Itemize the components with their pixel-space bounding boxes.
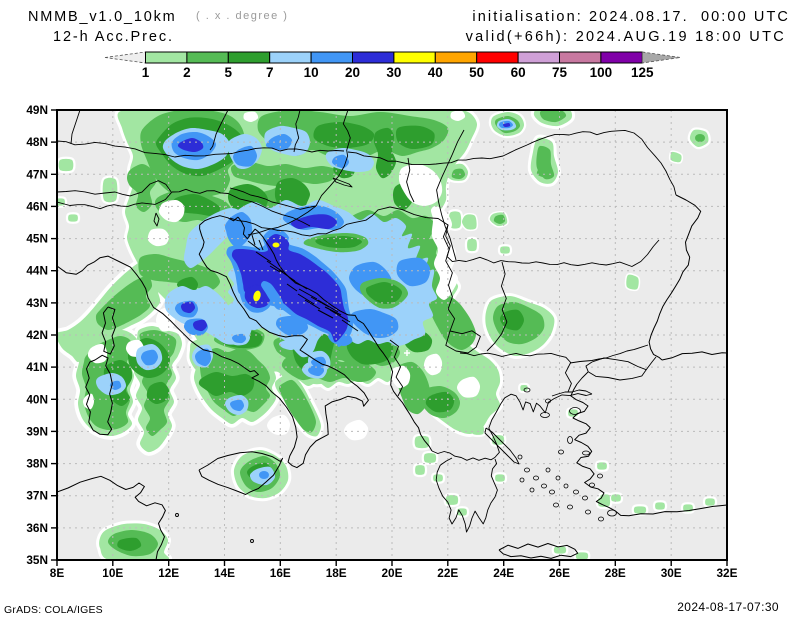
svg-text:10: 10 (304, 65, 319, 80)
svg-text:49N: 49N (26, 103, 48, 117)
svg-text:30: 30 (386, 65, 401, 80)
svg-text:46N: 46N (26, 199, 48, 213)
svg-text:32E: 32E (717, 566, 738, 580)
svg-text:16E: 16E (270, 566, 291, 580)
svg-text:44N: 44N (26, 264, 48, 278)
svg-text:48N: 48N (26, 135, 48, 149)
svg-text:22E: 22E (437, 566, 458, 580)
svg-text:50: 50 (469, 65, 484, 80)
svg-text:40: 40 (428, 65, 443, 80)
svg-text:24E: 24E (493, 566, 514, 580)
svg-text:26E: 26E (549, 566, 570, 580)
svg-text:8E: 8E (50, 566, 65, 580)
svg-text:28E: 28E (605, 566, 626, 580)
svg-text:39N: 39N (26, 424, 48, 438)
svg-text:NMMB_v1.0_10km: NMMB_v1.0_10km (28, 9, 177, 25)
svg-text:100: 100 (590, 65, 613, 80)
svg-text:125: 125 (631, 65, 654, 80)
svg-text:valid(+66h): 2024.AUG.19 18:00: valid(+66h): 2024.AUG.19 18:00 UTC (466, 29, 786, 45)
svg-text:36N: 36N (26, 521, 48, 535)
svg-text:GrADS: COLA/IGES: GrADS: COLA/IGES (4, 604, 103, 616)
svg-text:75: 75 (552, 65, 568, 80)
svg-text:10E: 10E (102, 566, 123, 580)
svg-text:5: 5 (225, 65, 233, 80)
svg-text:60: 60 (511, 65, 526, 80)
svg-text:initialisation: 2024.08.17. 0: initialisation: 2024.08.17. 00:00 UTC (472, 9, 790, 25)
svg-text:45N: 45N (26, 232, 48, 246)
svg-text:30E: 30E (661, 566, 682, 580)
svg-text:( . x . degree ): ( . x . degree ) (196, 10, 288, 22)
svg-text:20E: 20E (382, 566, 403, 580)
svg-text:20: 20 (345, 65, 360, 80)
svg-text:2024-08-17-07:30: 2024-08-17-07:30 (677, 600, 779, 614)
svg-text:7: 7 (266, 65, 274, 80)
svg-text:1: 1 (142, 65, 150, 80)
svg-text:12-h Acc.Prec.: 12-h Acc.Prec. (53, 29, 174, 45)
svg-text:42N: 42N (26, 328, 48, 342)
svg-text:37N: 37N (26, 489, 48, 503)
svg-text:12E: 12E (158, 566, 179, 580)
svg-text:43N: 43N (26, 296, 48, 310)
svg-text:2: 2 (183, 65, 191, 80)
svg-text:41N: 41N (26, 360, 48, 374)
svg-text:47N: 47N (26, 167, 48, 181)
svg-text:14E: 14E (214, 566, 235, 580)
svg-text:40N: 40N (26, 392, 48, 406)
svg-text:38N: 38N (26, 457, 48, 471)
svg-text:35N: 35N (26, 553, 48, 567)
svg-text:18E: 18E (326, 566, 347, 580)
